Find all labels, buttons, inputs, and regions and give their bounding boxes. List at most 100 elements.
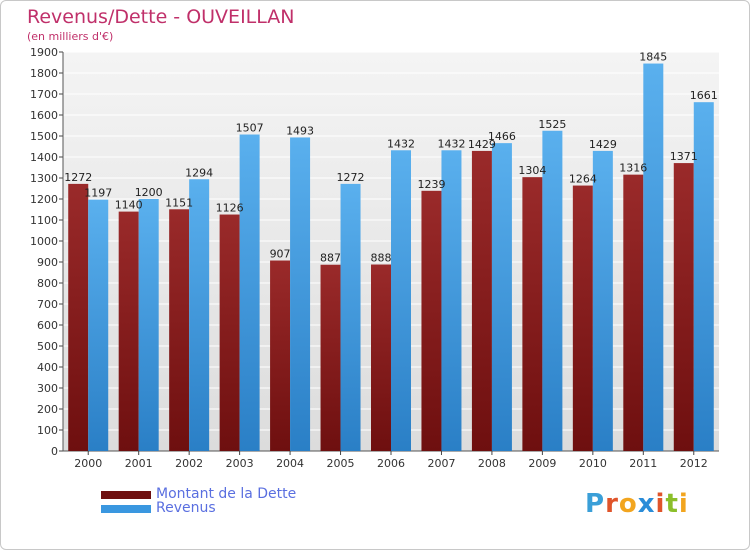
y-tick-label: 1400 xyxy=(30,151,58,164)
data-label-dette: 1272 xyxy=(64,171,92,184)
y-tick-label: 800 xyxy=(37,277,58,290)
x-tick-label: 2003 xyxy=(226,457,254,470)
data-label-dette: 907 xyxy=(270,248,291,261)
data-label-dette: 888 xyxy=(371,252,392,265)
data-label-dette: 887 xyxy=(320,252,341,265)
data-label-dette: 1264 xyxy=(569,173,597,186)
bar-revenus xyxy=(441,150,462,451)
y-tick-label: 1200 xyxy=(30,193,58,206)
data-label-revenus: 1429 xyxy=(589,138,617,151)
data-label-dette: 1304 xyxy=(518,164,546,177)
data-label-revenus: 1197 xyxy=(84,187,112,200)
y-tick-label: 900 xyxy=(37,256,58,269)
y-tick-label: 100 xyxy=(37,424,58,437)
y-tick-label: 200 xyxy=(37,403,58,416)
x-tick-label: 2001 xyxy=(125,457,153,470)
data-label-revenus: 1272 xyxy=(337,171,365,184)
y-tick-label: 1300 xyxy=(30,172,58,185)
data-label-revenus: 1200 xyxy=(135,186,163,199)
data-label-revenus: 1432 xyxy=(437,137,465,150)
bar-dette xyxy=(471,150,492,451)
bar-dette xyxy=(169,209,190,451)
y-tick-label: 300 xyxy=(37,382,58,395)
y-tick-label: 700 xyxy=(37,298,58,311)
chart-title: Revenus/Dette - OUVEILLAN xyxy=(27,6,295,28)
chart-subtitle: (en milliers d'€) xyxy=(27,30,114,43)
data-label-revenus: 1294 xyxy=(185,166,213,179)
logo-letter: P xyxy=(585,489,606,519)
bar-dette xyxy=(219,214,240,451)
y-tick-label: 1800 xyxy=(30,67,58,80)
bar-revenus xyxy=(290,137,311,451)
data-label-dette: 1429 xyxy=(468,138,496,151)
logo-letter: x xyxy=(637,489,656,519)
bar-dette xyxy=(673,163,694,451)
bar-dette xyxy=(623,174,644,451)
data-label-revenus: 1661 xyxy=(690,89,718,102)
y-tick-label: 1100 xyxy=(30,214,58,227)
data-label-dette: 1371 xyxy=(670,150,698,163)
data-label-revenus: 1507 xyxy=(236,122,264,135)
proxiti-logo: Proxiti xyxy=(585,489,689,519)
logo-letter: o xyxy=(618,489,638,519)
bar-revenus xyxy=(491,143,512,451)
data-label-revenus: 1845 xyxy=(639,51,667,64)
y-tick-label: 500 xyxy=(37,340,58,353)
x-tick-label: 2005 xyxy=(327,457,355,470)
bar-dette xyxy=(371,264,391,451)
bar-revenus xyxy=(592,150,613,451)
x-tick-label: 2002 xyxy=(175,457,203,470)
y-tick-label: 1000 xyxy=(30,235,58,248)
data-label-dette: 1239 xyxy=(417,178,445,191)
y-tick-label: 600 xyxy=(37,319,58,332)
bar-revenus xyxy=(542,130,563,451)
data-label-revenus: 1466 xyxy=(488,130,516,143)
bar-revenus xyxy=(693,102,714,451)
x-tick-label: 2007 xyxy=(427,457,455,470)
legend-label-dette: Montant de la Dette xyxy=(156,486,297,502)
bar-dette xyxy=(320,264,341,451)
bar-revenus xyxy=(189,179,210,451)
bar-revenus xyxy=(88,199,109,451)
logo-letter: r xyxy=(605,489,619,519)
x-tick-label: 2012 xyxy=(680,457,708,470)
x-tick-label: 2000 xyxy=(74,457,102,470)
logo-letter: i xyxy=(655,489,666,519)
x-tick-label: 2006 xyxy=(377,457,405,470)
data-label-dette: 1126 xyxy=(216,202,244,215)
data-label-dette: 1140 xyxy=(115,199,143,212)
bar-revenus xyxy=(391,150,411,451)
y-tick-label: 1500 xyxy=(30,130,58,143)
x-tick-label: 2004 xyxy=(276,457,304,470)
logo-letter: t xyxy=(665,489,679,519)
data-label-dette: 1316 xyxy=(619,162,647,175)
data-label-dette: 1151 xyxy=(165,196,193,209)
legend-swatch-revenus xyxy=(101,505,151,513)
bar-revenus xyxy=(138,199,159,451)
y-tick-label: 1900 xyxy=(30,46,58,59)
data-label-revenus: 1432 xyxy=(387,137,415,150)
bar-revenus xyxy=(340,183,361,451)
bar-dette xyxy=(522,177,543,451)
x-tick-label: 2008 xyxy=(478,457,506,470)
y-tick-label: 0 xyxy=(51,445,58,458)
x-tick-label: 2010 xyxy=(579,457,607,470)
bar-revenus xyxy=(643,63,664,452)
legend-swatch-dette xyxy=(101,491,151,499)
y-tick-label: 400 xyxy=(37,361,58,374)
bar-dette xyxy=(118,211,139,451)
bar-revenus xyxy=(239,134,260,451)
y-tick-label: 1600 xyxy=(30,109,58,122)
x-tick-label: 2009 xyxy=(528,457,556,470)
data-label-revenus: 1493 xyxy=(286,124,314,137)
legend-label-revenus: Revenus xyxy=(156,500,216,516)
bar-dette xyxy=(421,190,442,451)
logo-letter: i xyxy=(678,489,689,519)
y-tick-label: 1700 xyxy=(30,88,58,101)
data-label-revenus: 1525 xyxy=(538,118,566,131)
bar-dette xyxy=(572,185,593,451)
x-tick-label: 2011 xyxy=(629,457,657,470)
bar-dette xyxy=(68,183,89,451)
